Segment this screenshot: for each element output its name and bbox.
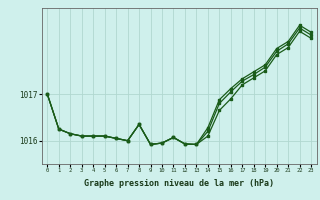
X-axis label: Graphe pression niveau de la mer (hPa): Graphe pression niveau de la mer (hPa) [84, 179, 274, 188]
